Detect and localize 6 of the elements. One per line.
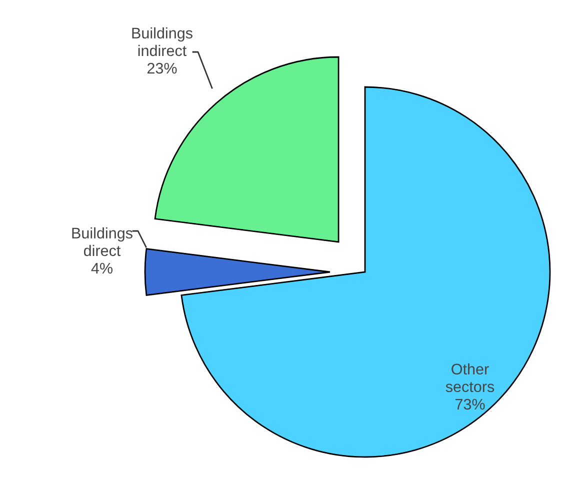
data-label: 73% — [455, 398, 485, 410]
data-label: 4% — [91, 262, 112, 274]
slice-label: Other sectors — [446, 363, 494, 392]
data-label: 23% — [147, 62, 177, 74]
slice-label: Buildings indirect — [132, 27, 192, 56]
slice-label: Buildings direct — [72, 227, 132, 256]
